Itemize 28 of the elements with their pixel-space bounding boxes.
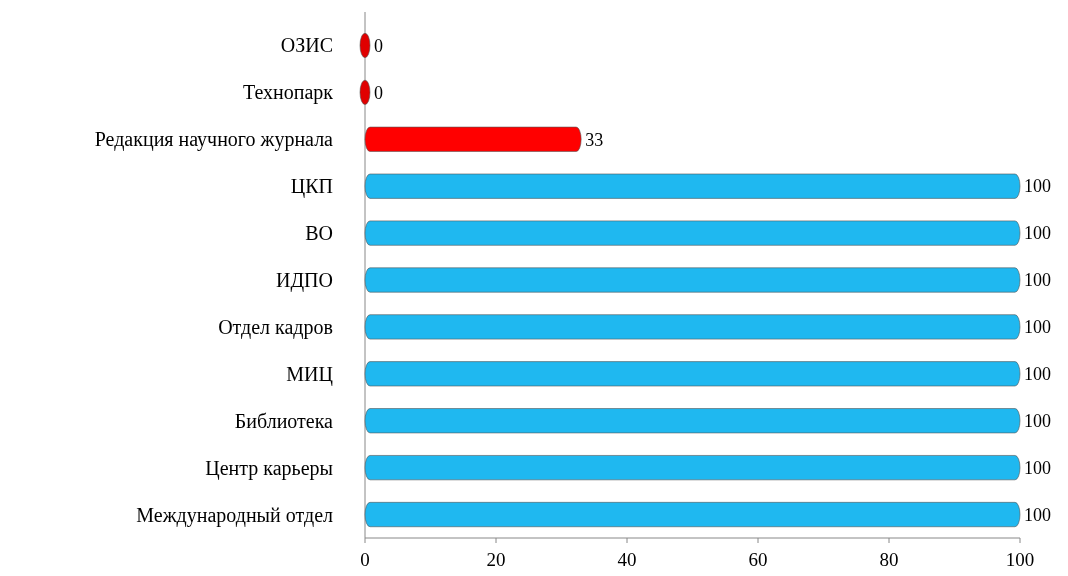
data-label: 100 xyxy=(1024,317,1051,338)
y-tick-label: ВО xyxy=(305,222,333,245)
data-label: 33 xyxy=(585,129,604,150)
data-label: 100 xyxy=(1024,411,1051,432)
x-tick-label: 0 xyxy=(360,549,370,570)
y-tick-label: Центр карьеры xyxy=(205,456,333,480)
x-tick-label: 60 xyxy=(748,549,768,570)
data-label: 0 xyxy=(374,82,383,103)
data-label: 100 xyxy=(1024,364,1051,385)
y-tick-label: ОЗИС xyxy=(280,34,333,57)
y-tick-label: Технопарк xyxy=(242,81,334,105)
data-label: 100 xyxy=(1024,176,1051,197)
y-tick-label: Отдел кадров xyxy=(218,315,333,339)
x-tick-label: 80 xyxy=(879,549,899,570)
y-tick-label: Библиотека xyxy=(234,409,334,432)
data-label: 100 xyxy=(1024,270,1051,291)
data-label: 0 xyxy=(374,35,383,56)
x-tick-label: 40 xyxy=(617,549,637,570)
y-tick-label: ИДПО xyxy=(276,269,333,292)
y-tick-label: ЦКП xyxy=(290,175,333,199)
y-tick-label: Редакция научного журнала xyxy=(94,128,334,152)
y-tick-label: Международный отдел xyxy=(136,503,334,527)
data-label: 100 xyxy=(1024,504,1051,525)
data-label: 100 xyxy=(1024,457,1051,478)
x-tick-label: 20 xyxy=(486,549,506,570)
x-tick-label: 100 xyxy=(1005,549,1035,570)
y-tick-label: МИЦ xyxy=(286,362,333,386)
data-label: 100 xyxy=(1024,223,1051,244)
